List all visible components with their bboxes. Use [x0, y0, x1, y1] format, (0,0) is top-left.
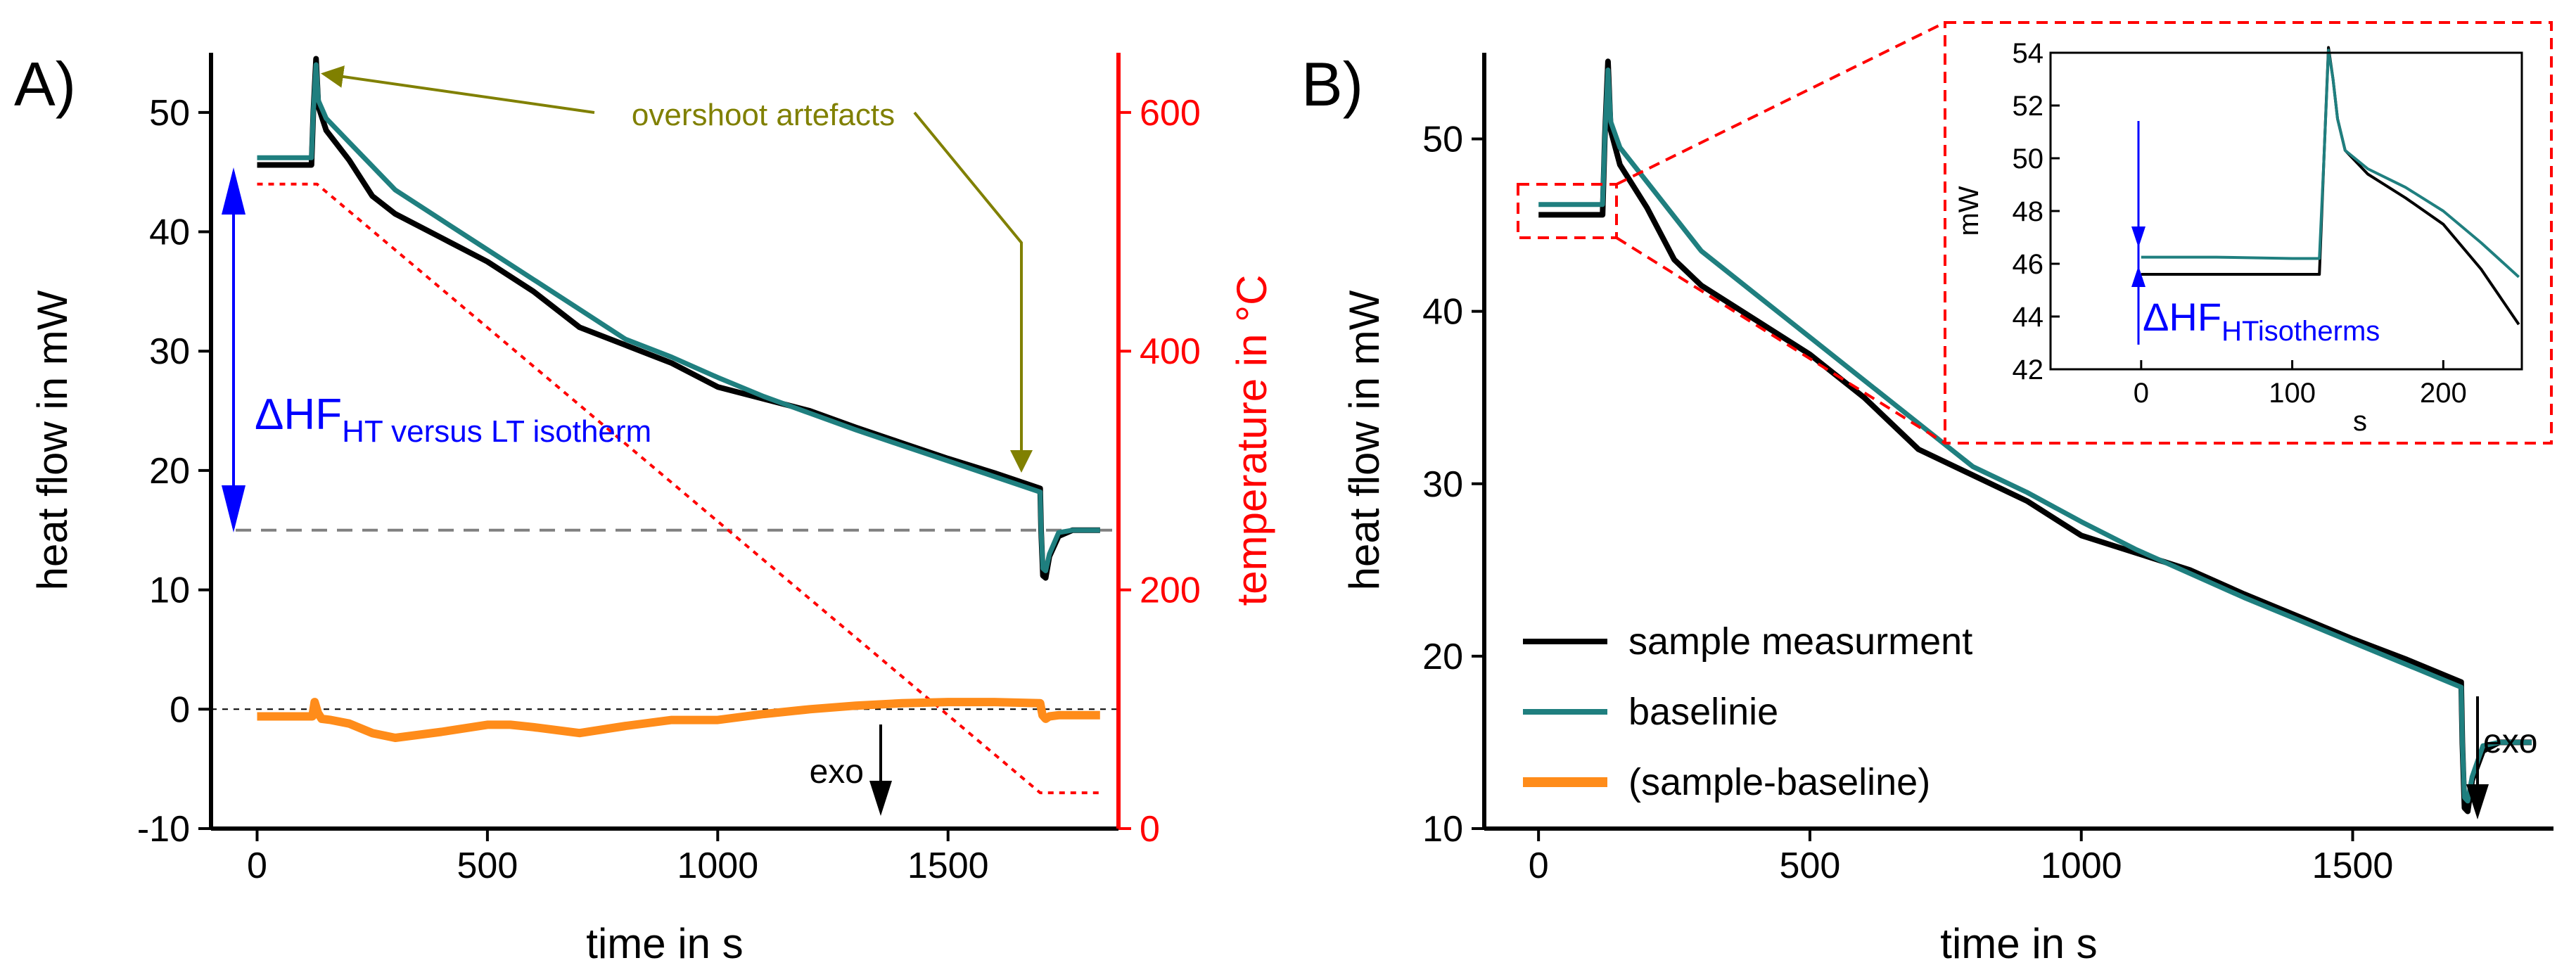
- zoom-connector-top: [1616, 21, 1946, 186]
- panel-a-exo-arrow: [869, 781, 892, 816]
- delta-hf-arrow-up: [222, 167, 246, 215]
- panel-a-x-axis-title: time in s: [586, 920, 743, 967]
- panel-b-x-tick-label: 0: [1529, 845, 1549, 886]
- legend-label-difference: (sample-baseline): [1628, 761, 1930, 803]
- inset-chart: 0 100 200 42 44 46 48 50 52 54 mW s ΔHFHTisotherm…: [1953, 38, 2523, 437]
- panel-b-y-tick-label: 30: [1422, 464, 1463, 505]
- delta-hf-annotation: ΔHFHT versus LT isotherm: [255, 390, 651, 449]
- legend: sample measurment baselinie (sample-base…: [1523, 620, 1972, 803]
- temperature-curve: [257, 182, 1100, 795]
- panel-b-y-tick-label: 50: [1422, 120, 1463, 160]
- inset-y-tick-label: 54: [2013, 38, 2044, 69]
- panel-b-x-axis-title: time in s: [1940, 920, 2097, 967]
- panel-b-y-tick-label: 40: [1422, 292, 1463, 333]
- panel-b-y-tick-label: 10: [1422, 809, 1463, 850]
- zoom-region: [1517, 183, 1618, 239]
- panel-b-x-tick-label: 500: [1780, 845, 1841, 886]
- panel-b-exo-label: exo: [2483, 723, 2537, 760]
- panel-a-y-tick-label: 40: [149, 212, 190, 253]
- inset-ticks: 0 100 200 42 44 46 48 50 52 54: [2013, 38, 2467, 409]
- sample-curve: [257, 56, 1100, 581]
- inset-y-tick-label: 52: [2013, 91, 2044, 122]
- panel-a-y2-tick-label: 400: [1140, 331, 1201, 372]
- panel-a-x-tick-label: 1000: [677, 845, 758, 886]
- inset-x-axis-title: s: [2353, 406, 2367, 437]
- panel-a-x-tick-label: 0: [247, 845, 267, 886]
- panel-a-y2-tick-label: 600: [1140, 93, 1201, 134]
- panel-a-y-tick-label: 10: [149, 570, 190, 611]
- overshoot-annotation: overshoot artefacts: [632, 98, 895, 132]
- panel-a-x-tick-label: 1500: [907, 845, 989, 886]
- panel-a-x-tick-label: 500: [457, 845, 518, 886]
- inset-y-tick-label: 46: [2013, 249, 2044, 280]
- sample-curve: [1538, 58, 2532, 815]
- inset-x-tick-label: 200: [2420, 378, 2467, 409]
- overshoot-arrow-left: [321, 65, 595, 114]
- panel-a-label: A): [14, 49, 76, 119]
- legend-label-sample: sample measurment: [1628, 620, 1972, 663]
- panel-b-exo-arrow: [2466, 784, 2489, 819]
- baseline-curve: [1538, 68, 2532, 804]
- panel-a-y2-axis-title: temperature in °C: [1228, 275, 1275, 606]
- inset-y-tick-label: 44: [2013, 302, 2044, 333]
- inset-delta-arrow-up: [2131, 266, 2145, 287]
- panel-b-y-axis-title: heat flow in mW: [1341, 290, 1388, 590]
- panel-a-y-tick-label: 0: [170, 689, 190, 730]
- legend-label-baseline: baselinie: [1628, 691, 1778, 733]
- inset-plot-frame: [2049, 51, 2523, 371]
- overshoot-arrow-right: [913, 111, 1033, 473]
- panel-b-curves: [1538, 58, 2532, 815]
- difference-curve: [257, 698, 1100, 742]
- inset-baseline-curve: [2141, 49, 2520, 279]
- panel-b-label: B): [1301, 49, 1363, 119]
- panel-a-y-tick-label: 20: [149, 451, 190, 492]
- inset-y-tick-label: 48: [2013, 196, 2044, 227]
- inset-y-axis-title: mW: [1953, 186, 1984, 236]
- inset-delta-annotation: ΔHFHTisotherms: [2143, 295, 2380, 347]
- inset-x-tick-label: 100: [2269, 378, 2316, 409]
- panel-a-y-tick-label: -10: [137, 809, 190, 850]
- panel-a-y2-tick-label: 0: [1140, 809, 1160, 850]
- panel-a-y-tick-label: 50: [149, 93, 190, 134]
- panel-a-curves: [211, 56, 1118, 795]
- delta-hf-arrow-down: [222, 485, 246, 532]
- panel-b-y-tick-label: 20: [1422, 637, 1463, 677]
- panel-a-y-axis-title: heat flow in mW: [29, 290, 76, 590]
- inset-y-tick-label: 50: [2013, 143, 2044, 174]
- inset-x-tick-label: 0: [2134, 378, 2149, 409]
- panel-a-y-tick-label: 30: [149, 331, 190, 372]
- panel-a-y2-tick-label: 200: [1140, 570, 1201, 611]
- panel-b-x-tick-label: 1000: [2041, 845, 2122, 886]
- inset-delta-arrow-down: [2131, 226, 2145, 248]
- baseline-curve: [257, 62, 1100, 573]
- inset-y-tick-label: 42: [2013, 355, 2044, 385]
- panel-a: A) 0 500 1000 1500-10010203040500200400600 …: [14, 49, 1275, 967]
- panel-b-x-tick-label: 1500: [2312, 845, 2394, 886]
- inset-curves: [2141, 46, 2520, 326]
- panel-a-exo-label: exo: [810, 753, 864, 791]
- zoom-connector-bottom: [1615, 236, 1946, 445]
